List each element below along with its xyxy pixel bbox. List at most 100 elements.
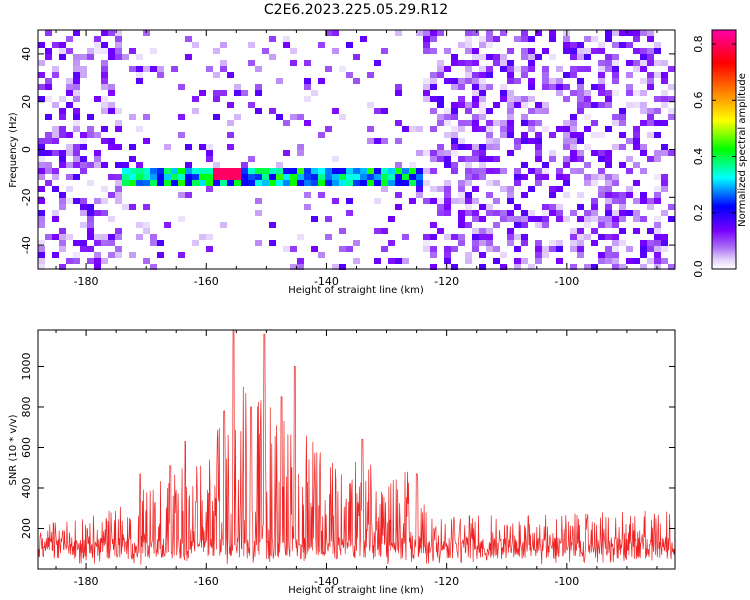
colorbar-step (712, 253, 736, 255)
colorbar-step (712, 173, 736, 175)
heatmap-cell (507, 126, 514, 132)
colorbar-tick-label: 0.8 (692, 35, 705, 53)
heatmap-cell (437, 114, 444, 120)
heatmap-cell (535, 258, 542, 264)
heatmap-cell (80, 144, 87, 150)
heatmap-cell (591, 198, 598, 204)
colorbar-gradient (712, 30, 736, 270)
heatmap-cell (220, 168, 227, 174)
heatmap-cell (381, 48, 388, 54)
heatmap-cell (143, 138, 150, 144)
heatmap-cell (605, 162, 612, 168)
heatmap-cell (577, 156, 584, 162)
heatmap-cell (353, 174, 360, 180)
heatmap-cell (388, 174, 395, 180)
heatmap-cell (318, 132, 325, 138)
heatmap-cell (458, 210, 465, 216)
heatmap-cell (640, 198, 647, 204)
snr-ytick-label: 400 (20, 477, 33, 498)
heatmap-cell (409, 174, 416, 180)
heatmap-cell (479, 174, 486, 180)
heatmap-cell (136, 162, 143, 168)
heatmap-cell (339, 264, 346, 270)
heatmap-cell (521, 192, 528, 198)
heatmap-cell (465, 252, 472, 258)
colorbar-step (712, 196, 736, 198)
heatmap-cell (633, 180, 640, 186)
heatmap-cell (430, 198, 437, 204)
heatmap-cell (262, 168, 269, 174)
heatmap-cell (227, 180, 234, 186)
colorbar-step (712, 49, 736, 51)
heatmap-cell (444, 258, 451, 264)
heatmap-ytick-label: 0 (20, 146, 33, 153)
colorbar-step (712, 214, 736, 216)
heatmap-cell (38, 84, 45, 90)
colorbar-step (712, 207, 736, 209)
heatmap-cell (633, 210, 640, 216)
heatmap-ytick-label: 40 (20, 47, 33, 61)
colorbar-step (712, 195, 736, 197)
heatmap-cell (472, 228, 479, 234)
heatmap-cell (647, 240, 654, 246)
colorbar-step (712, 43, 736, 45)
heatmap-cell (409, 162, 416, 168)
heatmap-cell (332, 156, 339, 162)
heatmap-cell (570, 54, 577, 60)
colorbar-step (712, 149, 736, 151)
snr-ytick-label: 600 (20, 437, 33, 458)
heatmap-cell (647, 72, 654, 78)
heatmap-cell (472, 198, 479, 204)
colorbar-step (712, 109, 736, 111)
heatmap-cell (521, 66, 528, 72)
heatmap-cell (570, 114, 577, 120)
heatmap-cell (472, 84, 479, 90)
heatmap-cell (668, 204, 675, 210)
heatmap-cell (66, 234, 73, 240)
heatmap-cell (661, 210, 668, 216)
heatmap-cell (619, 216, 626, 222)
heatmap-cell (647, 120, 654, 126)
heatmap-cell (101, 258, 108, 264)
heatmap-cell (458, 126, 465, 132)
colorbar-step (712, 55, 736, 57)
heatmap-cell (115, 186, 122, 192)
heatmap-cell (605, 246, 612, 252)
heatmap-cell (108, 174, 115, 180)
heatmap-cell (402, 180, 409, 186)
heatmap-cell (605, 102, 612, 108)
heatmap-cell (332, 168, 339, 174)
heatmap-cell (66, 84, 73, 90)
snr-ytick-label: 200 (20, 518, 33, 539)
colorbar-step (712, 128, 736, 130)
heatmap-xtick-label: -120 (434, 275, 459, 288)
heatmap-cell (507, 198, 514, 204)
heatmap-cell (451, 162, 458, 168)
heatmap-cell (577, 168, 584, 174)
heatmap-cell (73, 126, 80, 132)
colorbar-step (712, 58, 736, 60)
heatmap-cell (514, 264, 521, 270)
colorbar-step (712, 102, 736, 104)
heatmap-cell (451, 168, 458, 174)
heatmap-cell (479, 234, 486, 240)
heatmap-cell (486, 228, 493, 234)
heatmap-cell (45, 78, 52, 84)
heatmap-cell (668, 108, 675, 114)
colorbar-step (712, 228, 736, 230)
heatmap-cell (577, 90, 584, 96)
heatmap-cell (325, 234, 332, 240)
heatmap-cell (80, 66, 87, 72)
heatmap-cell (458, 186, 465, 192)
heatmap-cell (164, 174, 171, 180)
heatmap-cell (115, 180, 122, 186)
heatmap-cell (206, 174, 213, 180)
heatmap-cell (472, 186, 479, 192)
heatmap-cell (507, 66, 514, 72)
heatmap-cell (409, 168, 416, 174)
heatmap-cell (577, 48, 584, 54)
heatmap-cell (395, 84, 402, 90)
snr-x-label: Height of straight line (km) (288, 585, 424, 596)
colorbar-step (712, 136, 736, 138)
heatmap-cell (647, 198, 654, 204)
